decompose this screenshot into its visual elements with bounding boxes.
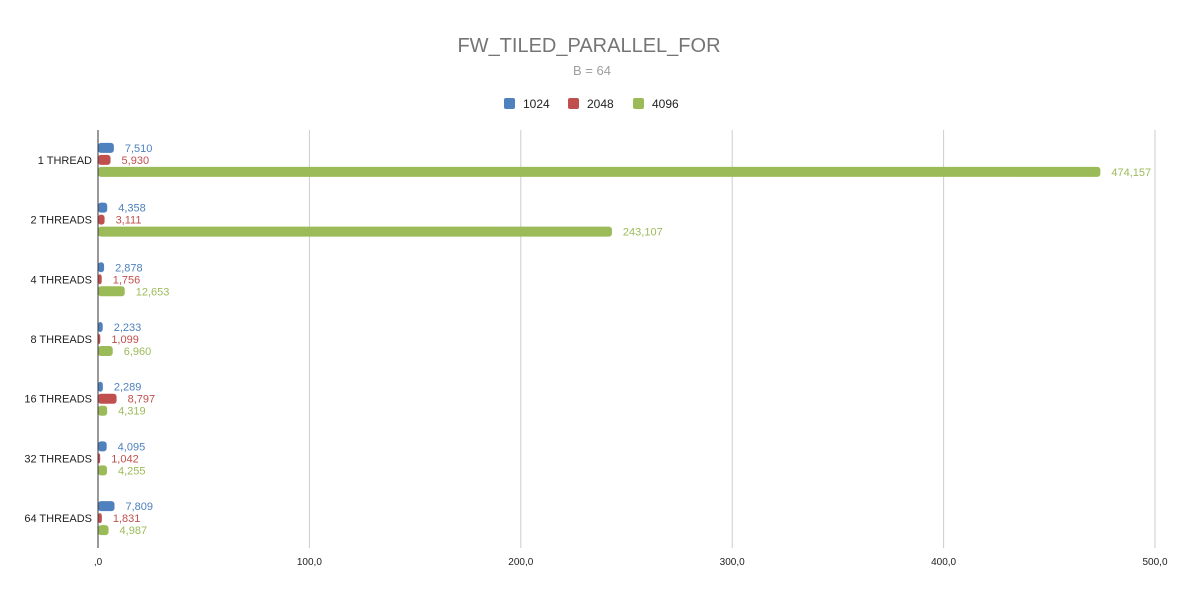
bar-1024-16-threads	[98, 381, 103, 392]
category-label: 1 THREAD	[38, 155, 92, 167]
bar-1024-32-threads	[98, 441, 107, 452]
data-label: 4,319	[118, 406, 146, 418]
data-label: 3,111	[116, 215, 142, 227]
data-label: 4,255	[118, 465, 146, 477]
bar-4096-32-threads	[98, 465, 107, 476]
x-tick-label: ,0	[94, 557, 103, 568]
data-label: 1,099	[111, 334, 139, 346]
category-label: 32 THREADS	[24, 453, 92, 465]
data-label: 2,878	[115, 262, 143, 274]
chart-title: FW_TILED_PARALLEL_FOR	[457, 35, 720, 57]
bar-1024-4-threads	[98, 262, 105, 273]
bars: 7,5105,930474,1574,3583,111243,1072,8781…	[98, 142, 1151, 537]
data-label: 2,289	[114, 382, 142, 394]
data-label: 8,797	[128, 394, 156, 406]
bar-1024-8-threads	[98, 322, 103, 332]
category-label: 8 THREADS	[30, 334, 92, 346]
category-label: 64 THREADS	[24, 513, 92, 525]
legend-swatch-4096	[633, 98, 644, 109]
legend-label-2048: 2048	[587, 97, 614, 111]
bar-1024-2-threads	[98, 202, 108, 213]
legend-label-1024: 1024	[523, 97, 550, 111]
gridlines	[308, 130, 1156, 548]
bar-4096-1-thread	[98, 166, 1101, 177]
category-label: 2 THREADS	[30, 215, 92, 227]
legend: 1024 2048 4096	[504, 97, 679, 111]
data-label: 6,960	[124, 346, 152, 358]
category-label: 16 THREADS	[24, 394, 92, 406]
data-label: 7,809	[126, 501, 154, 513]
bar-4096-64-threads	[98, 525, 109, 536]
bar-1024-64-threads	[98, 501, 115, 512]
data-label: 4,358	[118, 203, 146, 215]
category-label: 4 THREADS	[30, 274, 92, 286]
x-tick-labels: ,0 100,0 200,0 300,0 400,0 500,0	[94, 557, 1168, 568]
data-label: 474,157	[1111, 167, 1151, 179]
x-tick-label: 100,0	[297, 557, 322, 568]
bar-4096-2-threads	[98, 226, 612, 237]
bar-1024-1-thread	[98, 142, 114, 153]
x-tick-label: 200,0	[508, 557, 533, 568]
bar-2048-1-thread	[98, 154, 111, 165]
data-label: 1,756	[113, 274, 141, 286]
category-labels: 1 THREAD 2 THREADS 4 THREADS 8 THREADS 16 TH…	[24, 155, 92, 525]
data-label: 7,510	[125, 143, 153, 155]
bar-4096-4-threads	[98, 286, 125, 297]
data-label: 5,930	[122, 155, 150, 167]
legend-swatch-1024	[504, 98, 515, 109]
chart-subtitle: B = 64	[573, 63, 611, 78]
bar-2048-16-threads	[98, 393, 117, 404]
x-tick-label: 300,0	[720, 557, 745, 568]
data-label: 1,042	[111, 453, 139, 465]
bar-2048-64-threads	[98, 513, 102, 524]
data-label: 4,987	[120, 525, 148, 537]
legend-swatch-2048	[568, 98, 579, 109]
bar-2048-8-threads	[98, 334, 101, 344]
data-label: 243,107	[623, 227, 663, 239]
x-tick-label: 400,0	[931, 557, 956, 568]
bar-2048-32-threads	[98, 453, 101, 464]
bar-2048-4-threads	[98, 274, 102, 285]
bar-2048-2-threads	[98, 214, 105, 225]
x-tick-label: 500,0	[1142, 557, 1167, 568]
legend-label-4096: 4096	[652, 97, 679, 111]
bar-4096-16-threads	[98, 405, 108, 416]
data-label: 4,095	[118, 441, 146, 453]
bar-4096-8-threads	[98, 346, 113, 356]
data-label: 1,831	[113, 513, 141, 525]
data-label: 2,233	[114, 322, 142, 334]
data-label: 12,653	[136, 286, 170, 298]
